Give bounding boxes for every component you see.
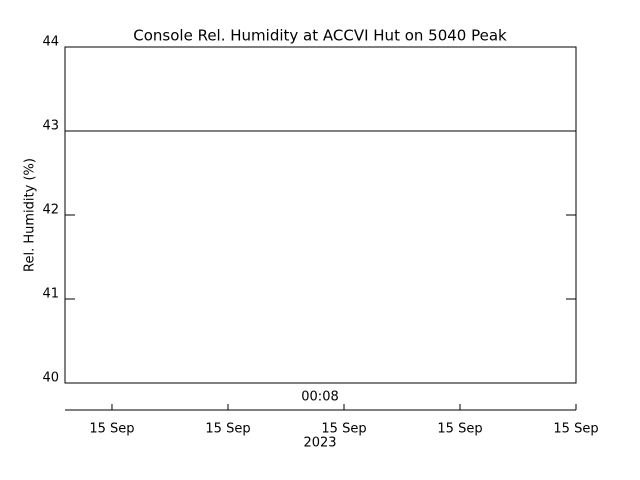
y-tick-label: 41	[42, 287, 59, 302]
y-tick-label: 42	[42, 203, 59, 218]
y-tick-label: 44	[42, 35, 59, 50]
y-tick-label: 43	[42, 119, 59, 134]
x-tick-label: 15 Sep	[89, 422, 134, 437]
x-annotation: 00:08	[301, 390, 338, 405]
x-tick-label: 15 Sep	[205, 422, 250, 437]
x-tick-label: 15 Sep	[553, 422, 598, 437]
x-annotation: 2023	[303, 436, 336, 451]
y-axis-label: Rel. Humidity (%)	[23, 158, 38, 272]
x-tick-label: 15 Sep	[321, 422, 366, 437]
x-tick-label: 15 Sep	[437, 422, 482, 437]
y-tick-label: 40	[42, 371, 59, 386]
chart-title: Console Rel. Humidity at ACCVI Hut on 50…	[133, 27, 507, 45]
